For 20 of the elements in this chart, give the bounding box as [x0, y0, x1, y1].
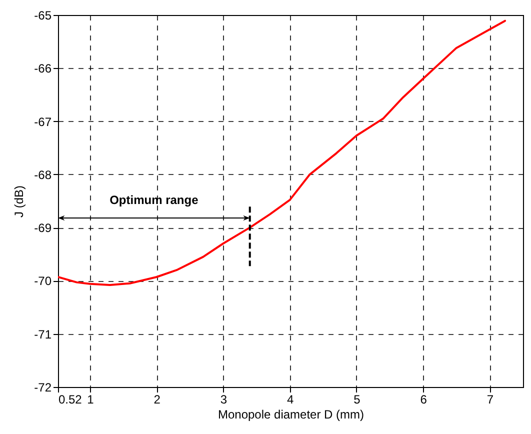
y-tick-label: -67 [34, 114, 52, 129]
y-tick-label: -70 [34, 274, 52, 288]
y-tick-label: -69 [34, 221, 52, 236]
x-axis-title: Monopole diameter D (mm) [218, 408, 364, 422]
y-axis-title: J (dB) [12, 185, 26, 218]
y-tick-label: -66 [34, 62, 52, 76]
x-tick-label: 6 [420, 392, 428, 406]
x-tick-label: 4 [286, 392, 294, 406]
y-tick-label: -71 [34, 327, 52, 342]
y-tick-label: -65 [34, 8, 52, 22]
ref-line-label: Optimum range [110, 193, 199, 207]
x-tick-label: 3 [220, 392, 228, 406]
x-tick-label: 1 [87, 392, 94, 406]
x-tick-label: 2 [154, 392, 161, 406]
line-series [58, 20, 506, 286]
y-tick-label: -72 [34, 380, 52, 394]
y-tick-label: -68 [34, 168, 52, 182]
x-tick-label: 0.52 [58, 392, 82, 406]
x-tick-label: 5 [354, 392, 361, 406]
x-tick-label: 7 [486, 392, 494, 406]
